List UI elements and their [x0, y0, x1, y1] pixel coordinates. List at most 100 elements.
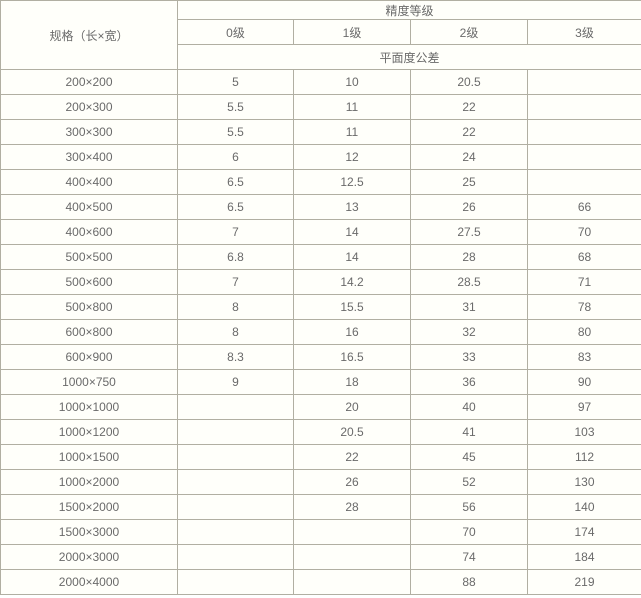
value-cell: 14 [293, 219, 411, 245]
table-row: 1500×2000 28 56 140 [0, 494, 641, 520]
grade-header-cell-2: 2级 [410, 19, 528, 45]
spec-cell: 200×300 [0, 94, 178, 120]
value-cell: 10 [293, 69, 411, 95]
spec-cell: 600×800 [0, 319, 178, 345]
table-row: 1000×1500 22 45 112 [0, 444, 641, 470]
table-row: 300×300 5.5 11 22 [0, 119, 641, 145]
grade-header-cell-0: 0级 [177, 19, 294, 45]
value-cell: 6.8 [177, 244, 294, 270]
value-cell: 219 [526, 569, 641, 595]
value-cell [526, 144, 641, 170]
value-cell: 5 [177, 69, 294, 95]
grade-group-header: 精度等级 [176, 0, 641, 20]
header-row-grades: 0级 1级 2级 3级 [1, 19, 641, 45]
value-cell: 7 [177, 219, 294, 245]
table-row: 200×200 5 10 20.5 [0, 69, 641, 95]
value-cell [526, 119, 641, 145]
value-cell: 22 [410, 94, 528, 120]
tolerance-subheader: 平面度公差 [176, 44, 641, 70]
value-cell: 5.5 [177, 94, 294, 120]
value-cell: 56 [410, 494, 528, 520]
value-cell [177, 569, 294, 595]
value-cell: 70 [410, 519, 528, 545]
value-cell: 6.5 [177, 194, 294, 220]
value-cell: 83 [526, 344, 641, 370]
grade-header-cell-1: 1级 [293, 19, 411, 45]
value-cell [177, 394, 294, 420]
value-cell: 27.5 [410, 219, 528, 245]
table-row: 300×400 6 12 24 [0, 144, 641, 170]
spec-cell: 500×500 [0, 244, 178, 270]
value-cell: 6 [177, 144, 294, 170]
value-cell: 103 [526, 419, 641, 445]
value-cell: 78 [526, 294, 641, 320]
spec-cell: 300×300 [0, 119, 178, 145]
value-cell: 24 [410, 144, 528, 170]
value-cell: 174 [526, 519, 641, 545]
value-cell [177, 444, 294, 470]
spec-cell: 1000×1000 [0, 394, 178, 420]
value-cell: 7 [177, 269, 294, 295]
table-row: 400×500 6.5 13 26 66 [0, 194, 641, 220]
spec-cell: 1000×1200 [0, 419, 178, 445]
value-cell: 14 [293, 244, 411, 270]
value-cell [293, 569, 411, 595]
value-cell: 14.2 [293, 269, 411, 295]
table-row: 500×800 8 15.5 31 78 [0, 294, 641, 320]
value-cell: 11 [293, 94, 411, 120]
value-cell: 140 [526, 494, 641, 520]
value-cell: 25 [410, 169, 528, 195]
spec-cell: 400×500 [0, 194, 178, 220]
value-cell [177, 519, 294, 545]
value-cell: 16.5 [293, 344, 411, 370]
value-cell: 40 [410, 394, 528, 420]
spec-cell: 1500×2000 [0, 494, 178, 520]
spec-cell: 1500×3000 [0, 519, 178, 545]
value-cell [526, 169, 641, 195]
value-cell: 8 [177, 294, 294, 320]
value-cell: 8.3 [177, 344, 294, 370]
value-cell [526, 69, 641, 95]
table-row: 400×600 7 14 27.5 70 [0, 219, 641, 245]
value-cell: 28.5 [410, 269, 528, 295]
value-cell: 97 [526, 394, 641, 420]
value-cell: 5.5 [177, 119, 294, 145]
table-row: 600×900 8.3 16.5 33 83 [0, 344, 641, 370]
spec-cell: 1000×2000 [0, 469, 178, 495]
table-row: 2000×3000 74 184 [0, 544, 641, 570]
value-cell: 112 [526, 444, 641, 470]
table-row: 1000×750 9 18 36 90 [0, 369, 641, 395]
value-cell: 13 [293, 194, 411, 220]
spec-cell: 600×900 [0, 344, 178, 370]
table-row: 1000×1200 20.5 41 103 [0, 419, 641, 445]
value-cell: 20.5 [293, 419, 411, 445]
value-cell [177, 469, 294, 495]
table-row: 500×600 7 14.2 28.5 71 [0, 269, 641, 295]
value-cell [526, 94, 641, 120]
value-cell: 41 [410, 419, 528, 445]
spec-header-cell: 规格（长×宽） [0, 0, 178, 70]
value-cell: 74 [410, 544, 528, 570]
table-row: 500×500 6.8 14 28 68 [0, 244, 641, 270]
table-row: 400×400 6.5 12.5 25 [0, 169, 641, 195]
value-cell: 71 [526, 269, 641, 295]
table-row: 1000×1000 20 40 97 [0, 394, 641, 420]
value-cell: 26 [410, 194, 528, 220]
spec-cell: 2000×3000 [0, 544, 178, 570]
value-cell: 45 [410, 444, 528, 470]
value-cell: 184 [526, 544, 641, 570]
value-cell: 6.5 [177, 169, 294, 195]
spec-cell: 500×600 [0, 269, 178, 295]
value-cell: 26 [293, 469, 411, 495]
value-cell: 32 [410, 319, 528, 345]
spec-cell: 300×400 [0, 144, 178, 170]
value-cell [293, 519, 411, 545]
value-cell: 16 [293, 319, 411, 345]
value-cell [293, 544, 411, 570]
table-row: 600×800 8 16 32 80 [0, 319, 641, 345]
value-cell: 36 [410, 369, 528, 395]
table-body: 200×200 5 10 20.5 200×300 5.5 11 22 300×300 5.5 11… [0, 69, 641, 595]
value-cell: 28 [293, 494, 411, 520]
value-cell [177, 544, 294, 570]
value-cell: 8 [177, 319, 294, 345]
